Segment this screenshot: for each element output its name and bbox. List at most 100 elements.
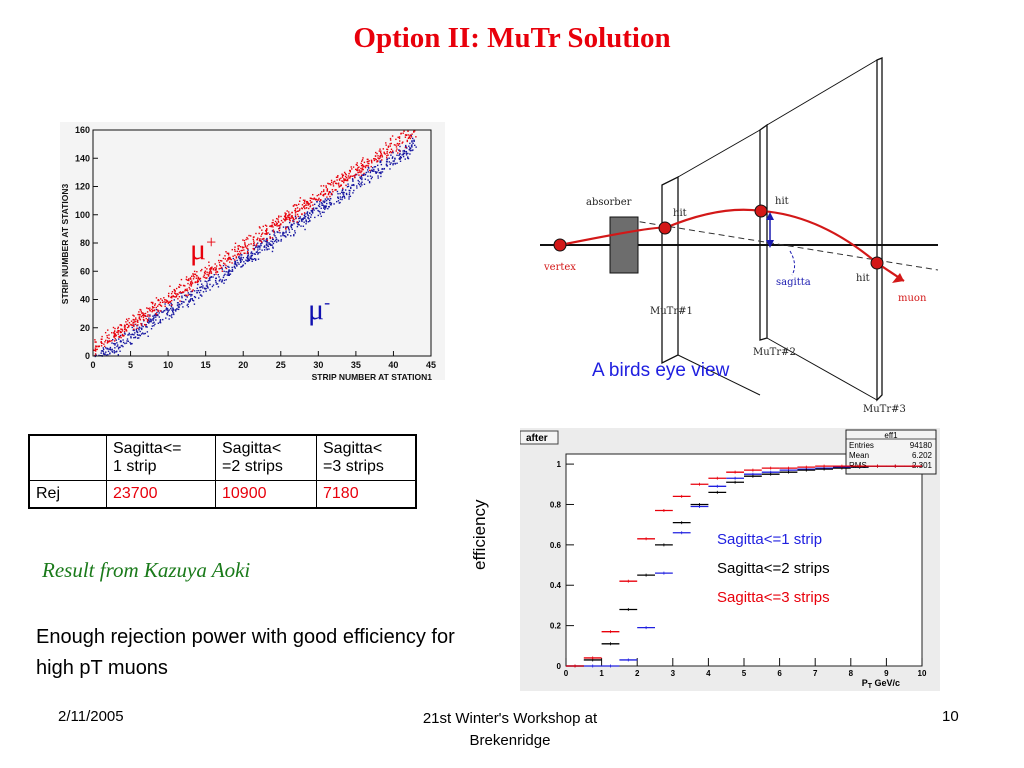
scatter-dot	[379, 156, 382, 158]
scatter-dot	[175, 295, 178, 297]
scatter-dot	[227, 254, 230, 256]
scatter-dot	[230, 258, 232, 261]
scatter-dot	[138, 329, 140, 331]
scatter-dot	[375, 171, 377, 174]
scatter-dot	[397, 136, 399, 139]
scatter-dot	[237, 245, 239, 247]
scatter-dot	[275, 222, 278, 224]
scatter-dot	[265, 229, 267, 232]
scatter-dot	[327, 206, 330, 208]
scatter-dot	[259, 246, 261, 248]
scatter-dot	[115, 350, 118, 352]
scatter-dot	[155, 314, 158, 317]
scatter-dot	[231, 270, 233, 273]
scatter-dot	[232, 255, 234, 257]
scatter-dot	[189, 281, 192, 283]
scatter-dot	[409, 134, 412, 136]
scatter-dot	[280, 238, 283, 241]
scatter-dot	[106, 348, 108, 350]
scatter-dot	[152, 307, 154, 309]
scatter-dot	[304, 213, 306, 215]
scatter-dot	[150, 320, 152, 323]
scatter-dot	[135, 330, 138, 332]
scatter-dot	[405, 134, 408, 137]
scatter-dot	[247, 255, 249, 258]
scatter-dot	[247, 259, 249, 261]
scatter-dot	[365, 164, 368, 167]
scatter-dot	[298, 217, 300, 220]
scatter-dot	[151, 305, 154, 308]
scatter-dot	[327, 182, 329, 185]
scatter-dot	[329, 195, 331, 198]
scatter-dot	[392, 160, 394, 162]
scatter-dot	[175, 296, 178, 298]
scatter-dot	[205, 277, 207, 279]
scatter-dot	[311, 208, 314, 210]
scatter-dot	[391, 150, 394, 152]
scatter-dot	[356, 169, 358, 171]
scatter-dot	[287, 226, 290, 228]
scatter-dot	[285, 217, 287, 219]
scatter-dot	[268, 243, 270, 245]
scatter-dot	[166, 312, 168, 315]
scatter-dot	[257, 252, 260, 254]
scatter-dot	[191, 290, 193, 292]
scatter-dot	[188, 286, 190, 289]
scatter-dot	[219, 267, 222, 270]
scatter-dot	[382, 148, 385, 150]
scatter-dot	[225, 279, 227, 281]
scatter-dot	[310, 197, 312, 199]
scatter-dot	[342, 187, 344, 190]
scatter-dot	[240, 249, 242, 252]
scatter-dot	[119, 350, 121, 352]
scatter-dot	[258, 226, 261, 228]
scatter-dot	[143, 313, 145, 315]
scatter-dot	[241, 254, 243, 256]
scatter-dot	[376, 164, 379, 167]
scatter-dot	[210, 272, 213, 274]
scatter-dot	[138, 337, 140, 339]
scatter-dot	[305, 200, 308, 203]
scatter-dot	[258, 240, 261, 242]
scatter-dot	[331, 188, 334, 191]
scatter-dot	[291, 215, 293, 217]
scatter-dot	[216, 283, 219, 285]
scatter-dot	[409, 142, 411, 145]
scatter-dot	[149, 307, 151, 309]
scatter-dot	[247, 258, 250, 260]
scatter-dot	[343, 181, 345, 184]
scatter-dot	[129, 341, 131, 344]
scatter-dot	[341, 173, 343, 175]
scatter-dot	[321, 211, 324, 213]
scatter-dot	[246, 252, 249, 254]
scatter-dot	[96, 348, 98, 351]
scatter-dot	[146, 307, 148, 309]
scatter-dot	[330, 202, 333, 205]
scatter-dot	[139, 308, 141, 311]
scatter-dot	[228, 274, 231, 276]
scatter-dot	[238, 254, 241, 256]
scatter-dot	[296, 207, 299, 209]
scatter-dot	[249, 256, 251, 258]
scatter-dot	[370, 170, 372, 172]
scatter-dot	[114, 343, 116, 345]
scatter-dot	[149, 309, 151, 311]
scatter-dot	[348, 196, 350, 198]
scatter-dot	[335, 189, 337, 191]
scatter-dot	[208, 274, 210, 276]
scatter-dot	[168, 301, 170, 304]
scatter-dot	[101, 335, 103, 338]
scatter-dot	[233, 265, 236, 268]
scatter-dot	[341, 180, 344, 182]
scatter-dot	[152, 317, 155, 320]
scatter-dot	[218, 261, 221, 264]
scatter-dot	[137, 334, 139, 336]
scatter-dot	[164, 299, 166, 301]
scatter-dot	[100, 352, 102, 354]
scatter-dot	[326, 188, 329, 190]
scatter-dot	[396, 148, 398, 150]
efficiency-x-axis-title: PT GeV/c	[862, 678, 900, 690]
scatter-dot	[311, 212, 314, 214]
scatter-dot	[260, 243, 262, 245]
scatter-dot	[116, 344, 119, 346]
